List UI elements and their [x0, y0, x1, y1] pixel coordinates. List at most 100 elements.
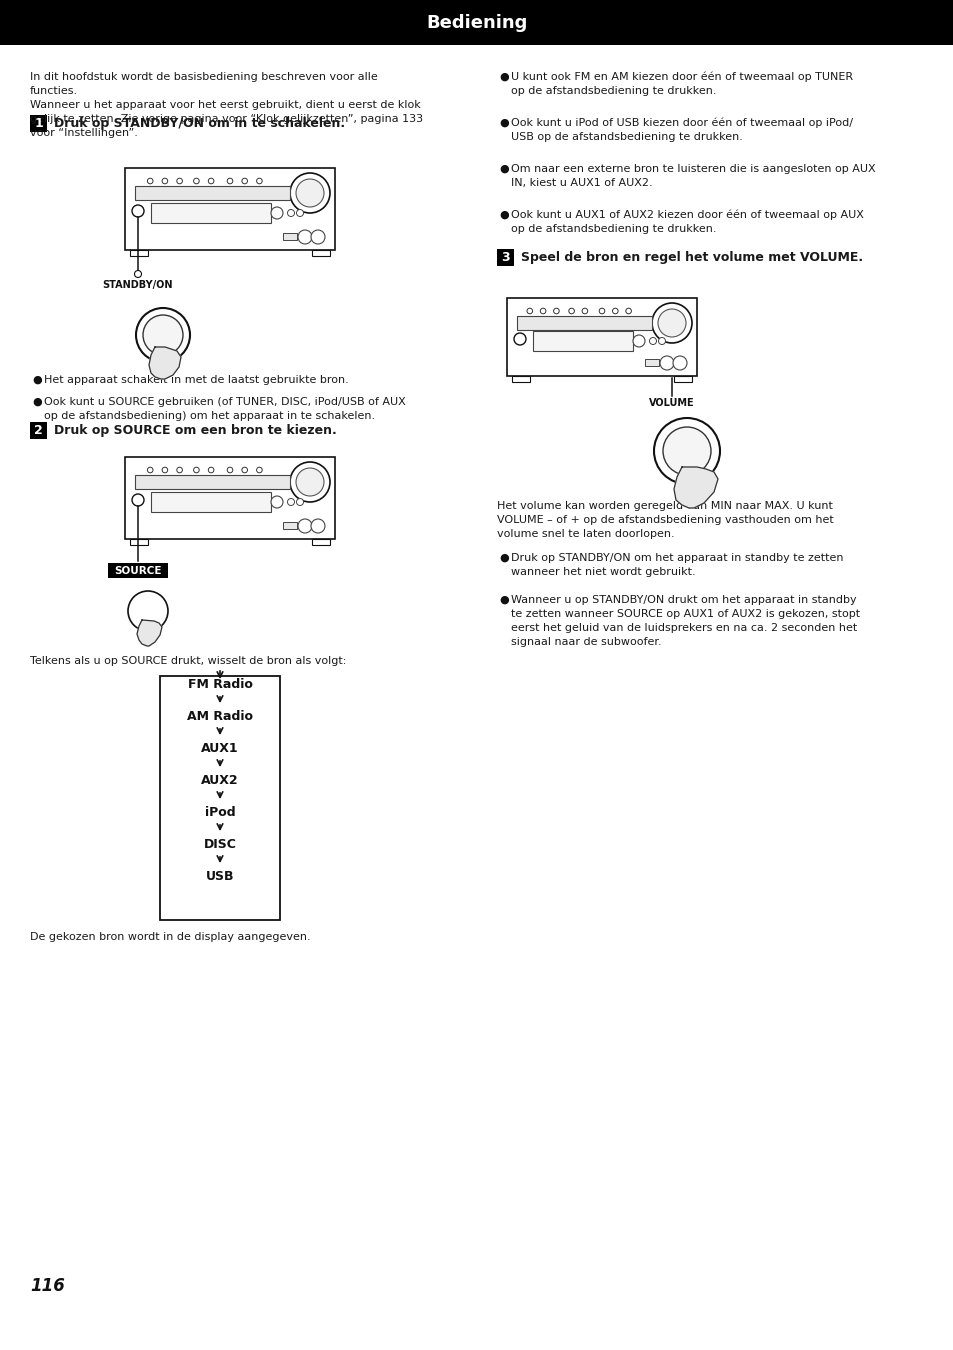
Text: Ook kunt u AUX1 of AUX2 kiezen door één of tweemaal op AUX: Ook kunt u AUX1 of AUX2 kiezen door één … — [511, 211, 863, 220]
Circle shape — [132, 205, 144, 217]
Text: ●: ● — [498, 163, 508, 174]
Circle shape — [581, 308, 587, 313]
Text: ●: ● — [32, 397, 42, 406]
Text: ●: ● — [498, 554, 508, 563]
Text: op de afstandsbediening te drukken.: op de afstandsbediening te drukken. — [511, 86, 716, 96]
Circle shape — [287, 498, 294, 505]
Circle shape — [296, 498, 303, 505]
Circle shape — [297, 230, 312, 244]
Circle shape — [633, 335, 644, 347]
Bar — [283, 234, 296, 240]
Circle shape — [659, 356, 673, 370]
Circle shape — [176, 178, 182, 184]
Text: 2: 2 — [34, 424, 43, 437]
Circle shape — [162, 178, 168, 184]
Text: volume snel te laten doorlopen.: volume snel te laten doorlopen. — [497, 529, 674, 539]
Circle shape — [311, 518, 325, 533]
Circle shape — [132, 494, 144, 506]
Circle shape — [290, 462, 330, 502]
Text: te zetten wanneer SOURCE op AUX1 of AUX2 is gekozen, stopt: te zetten wanneer SOURCE op AUX1 of AUX2… — [511, 609, 860, 620]
Circle shape — [539, 308, 545, 313]
Circle shape — [256, 178, 262, 184]
Text: voor “Instellingen”.: voor “Instellingen”. — [30, 128, 138, 138]
Text: ●: ● — [498, 117, 508, 128]
Text: SOURCE: SOURCE — [114, 566, 162, 575]
Polygon shape — [149, 347, 181, 379]
Circle shape — [128, 591, 168, 630]
Bar — [30, 423, 47, 439]
Circle shape — [662, 427, 710, 475]
Circle shape — [227, 178, 233, 184]
Text: AM Radio: AM Radio — [187, 710, 253, 722]
Circle shape — [256, 467, 262, 472]
Circle shape — [526, 308, 532, 313]
Text: eerst het geluid van de luidsprekers en na ca. 2 seconden het: eerst het geluid van de luidsprekers en … — [511, 622, 857, 633]
Text: Druk op STANDBY/ON om in te schakelen.: Druk op STANDBY/ON om in te schakelen. — [54, 117, 345, 130]
Bar — [497, 248, 514, 266]
Circle shape — [208, 467, 213, 472]
Text: Wanneer u het apparaat voor het eerst gebruikt, dient u eerst de klok: Wanneer u het apparaat voor het eerst ge… — [30, 100, 420, 109]
Text: Ook kunt u iPod of USB kiezen door één of tweemaal op iPod/: Ook kunt u iPod of USB kiezen door één o… — [511, 117, 852, 128]
Bar — [312, 539, 330, 545]
Circle shape — [311, 230, 325, 244]
Circle shape — [598, 308, 604, 313]
Text: Speel de bron en regel het volume met VOLUME.: Speel de bron en regel het volume met VO… — [520, 251, 862, 265]
Text: 3: 3 — [500, 251, 509, 265]
Text: Druk op STANDBY/ON om het apparaat in standby te zetten: Druk op STANDBY/ON om het apparaat in st… — [511, 554, 842, 563]
Text: gelijk te zetten. Zie vorige pagina voor “Klok gelijkzetten”, pagina 133: gelijk te zetten. Zie vorige pagina voor… — [30, 113, 423, 124]
Text: iPod: iPod — [205, 806, 235, 818]
Text: 1: 1 — [34, 117, 43, 130]
Bar — [312, 250, 330, 256]
Circle shape — [658, 309, 685, 338]
Bar — [644, 359, 659, 366]
Circle shape — [654, 418, 720, 485]
Circle shape — [297, 518, 312, 533]
Circle shape — [514, 333, 525, 346]
Text: VOLUME – of + op de afstandsbediening vasthouden om het: VOLUME – of + op de afstandsbediening va… — [497, 514, 833, 525]
Bar — [151, 491, 271, 512]
Bar — [160, 676, 280, 919]
Text: ●: ● — [32, 375, 42, 385]
Circle shape — [287, 209, 294, 216]
Circle shape — [625, 308, 631, 313]
Circle shape — [295, 468, 324, 495]
Circle shape — [242, 178, 247, 184]
Circle shape — [290, 173, 330, 213]
Bar — [506, 298, 697, 377]
Text: De gekozen bron wordt in de display aangegeven.: De gekozen bron wordt in de display aang… — [30, 931, 311, 942]
Polygon shape — [673, 467, 718, 508]
Text: USB op de afstandsbediening te drukken.: USB op de afstandsbediening te drukken. — [511, 132, 742, 142]
Text: U kunt ook FM en AM kiezen door één of tweemaal op TUNER: U kunt ook FM en AM kiezen door één of t… — [511, 72, 852, 82]
Text: VOLUME: VOLUME — [648, 398, 694, 408]
Text: USB: USB — [206, 869, 234, 883]
Circle shape — [612, 308, 618, 313]
Text: Telkens als u op SOURCE drukt, wisselt de bron als volgt:: Telkens als u op SOURCE drukt, wisselt d… — [30, 656, 346, 666]
Text: Het volume kan worden geregeld van MIN naar MAX. U kunt: Het volume kan worden geregeld van MIN n… — [497, 501, 832, 512]
Circle shape — [193, 467, 199, 472]
Text: 116: 116 — [30, 1277, 65, 1295]
Circle shape — [568, 308, 574, 313]
Polygon shape — [137, 620, 162, 647]
Circle shape — [651, 302, 691, 343]
Circle shape — [295, 180, 324, 207]
Text: DISC: DISC — [203, 837, 236, 850]
Bar — [125, 167, 335, 250]
Bar — [512, 377, 530, 382]
Bar — [130, 539, 148, 545]
Text: IN, kiest u AUX1 of AUX2.: IN, kiest u AUX1 of AUX2. — [511, 178, 652, 188]
Text: FM Radio: FM Radio — [188, 678, 253, 690]
Bar — [30, 115, 47, 132]
Circle shape — [176, 467, 182, 472]
Bar — [130, 250, 148, 256]
Bar — [517, 316, 651, 329]
Text: op de afstandsbediening te drukken.: op de afstandsbediening te drukken. — [511, 224, 716, 234]
Bar — [125, 458, 335, 539]
Text: Om naar een externe bron te luisteren die is aangesloten op AUX: Om naar een externe bron te luisteren di… — [511, 163, 875, 174]
Bar — [135, 186, 290, 200]
Circle shape — [271, 495, 283, 508]
Circle shape — [148, 467, 152, 472]
Text: ●: ● — [498, 595, 508, 605]
Text: Wanneer u op STANDBY/ON drukt om het apparaat in standby: Wanneer u op STANDBY/ON drukt om het app… — [511, 595, 856, 605]
Bar — [673, 377, 691, 382]
Circle shape — [227, 467, 233, 472]
